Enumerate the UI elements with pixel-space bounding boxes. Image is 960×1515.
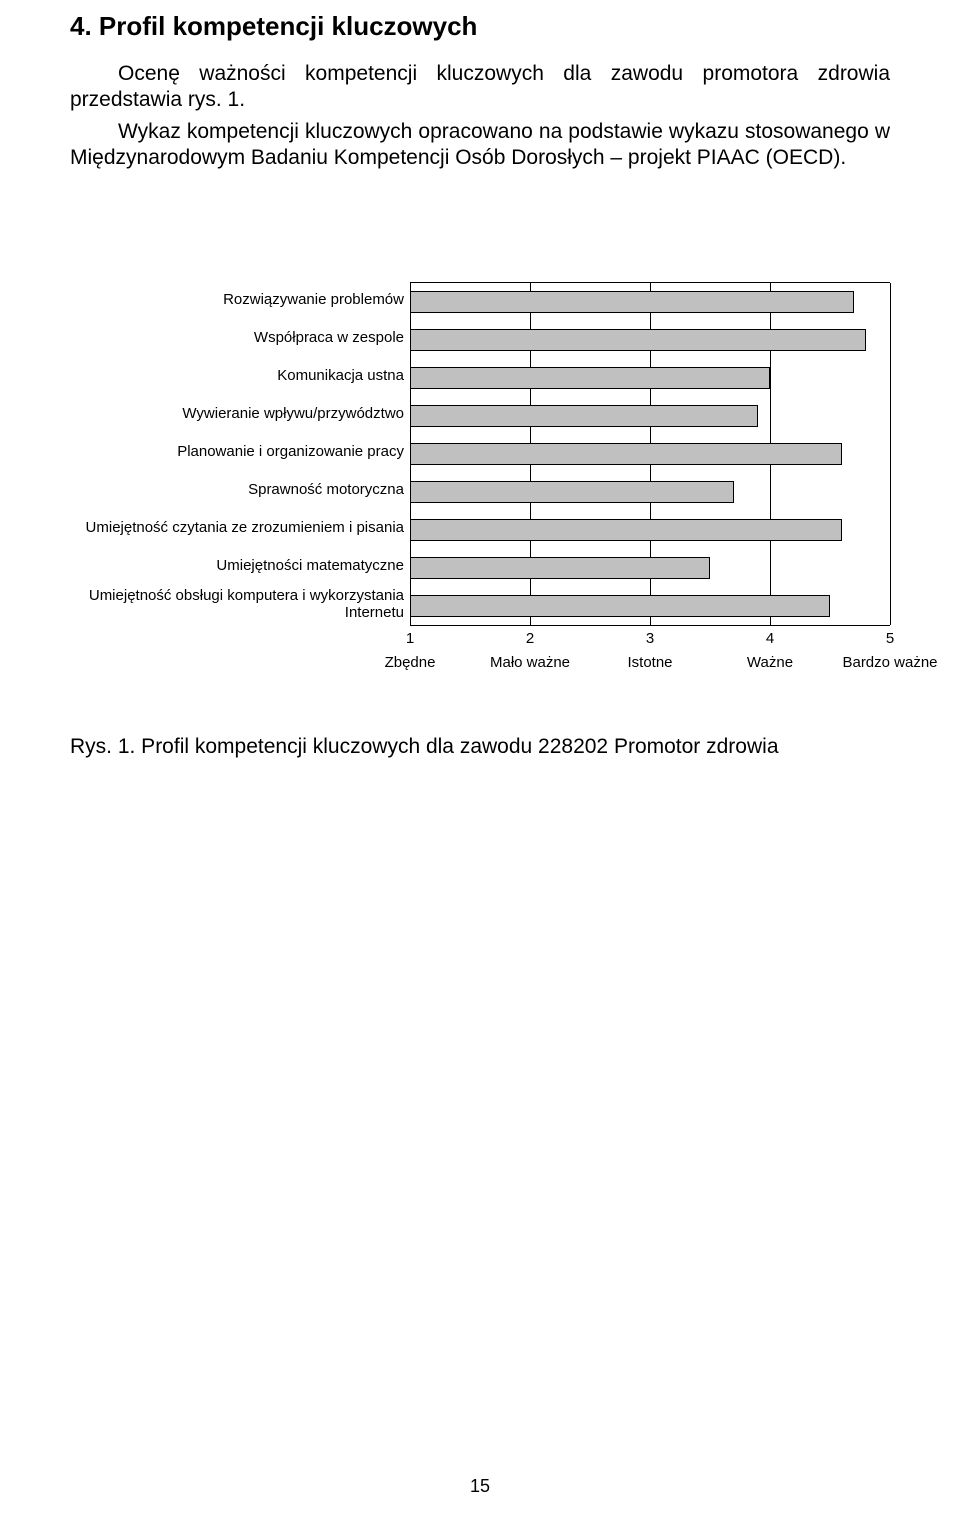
chart-y-label: Umiejętność czytania ze zrozumieniem i p… (70, 510, 410, 548)
chart-x-tick: 2 (526, 630, 534, 647)
chart-plot-area (410, 282, 890, 626)
paragraph-2: Wykaz kompetencji kluczowych opracowano … (70, 119, 890, 172)
chart-x-axis-labels: Zbędne Mało ważne Istotne Ważne Bardzo w… (410, 654, 890, 674)
chart-x-tick: 5 (886, 630, 894, 647)
chart-bar (410, 329, 866, 351)
chart-bar (410, 595, 830, 617)
chart-y-label: Komunikacja ustna (70, 358, 410, 396)
chart-x-axis-numbers: 1 2 3 4 5 (410, 630, 890, 650)
figure-caption: Rys. 1. Profil kompetencji kluczowych dl… (70, 734, 890, 760)
competency-chart: Rozwiązywanie problemów Współpraca w zes… (70, 282, 890, 674)
chart-bar (410, 291, 854, 313)
chart-y-label: Planowanie i organizowanie pracy (70, 434, 410, 472)
chart-y-label: Wywieranie wpływu/przywództwo (70, 396, 410, 434)
chart-bar (410, 443, 842, 465)
chart-x-tick-label: Zbędne (385, 654, 436, 671)
chart-x-tick-label: Istotne (627, 654, 672, 671)
chart-x-tick-label: Ważne (747, 654, 793, 671)
chart-y-labels: Rozwiązywanie problemów Współpraca w zes… (70, 282, 410, 626)
chart-y-label: Sprawność motoryczna (70, 472, 410, 510)
page-number: 15 (0, 1476, 960, 1497)
chart-y-label: Umiejętności matematyczne (70, 548, 410, 586)
chart-gridline (890, 283, 891, 625)
chart-x-tick: 4 (766, 630, 774, 647)
chart-y-label: Współpraca w zespole (70, 320, 410, 358)
chart-bar (410, 367, 770, 389)
paragraph-1: Ocenę ważności kompetencji kluczowych dl… (70, 61, 890, 114)
chart-x-tick-label: Bardzo ważne (842, 654, 937, 671)
chart-bar (410, 519, 842, 541)
page: 4. Profil kompetencji kluczowych Ocenę w… (0, 0, 960, 1515)
chart-x-tick-label: Mało ważne (490, 654, 570, 671)
chart-y-label: Umiejętność obsługi komputera i wykorzys… (70, 586, 410, 624)
section-title: 4. Profil kompetencji kluczowych (70, 10, 890, 43)
chart-x-tick: 3 (646, 630, 654, 647)
chart-x-tick: 1 (406, 630, 414, 647)
chart-bar (410, 405, 758, 427)
chart-bar (410, 557, 710, 579)
chart-bar (410, 481, 734, 503)
chart-y-label: Rozwiązywanie problemów (70, 282, 410, 320)
